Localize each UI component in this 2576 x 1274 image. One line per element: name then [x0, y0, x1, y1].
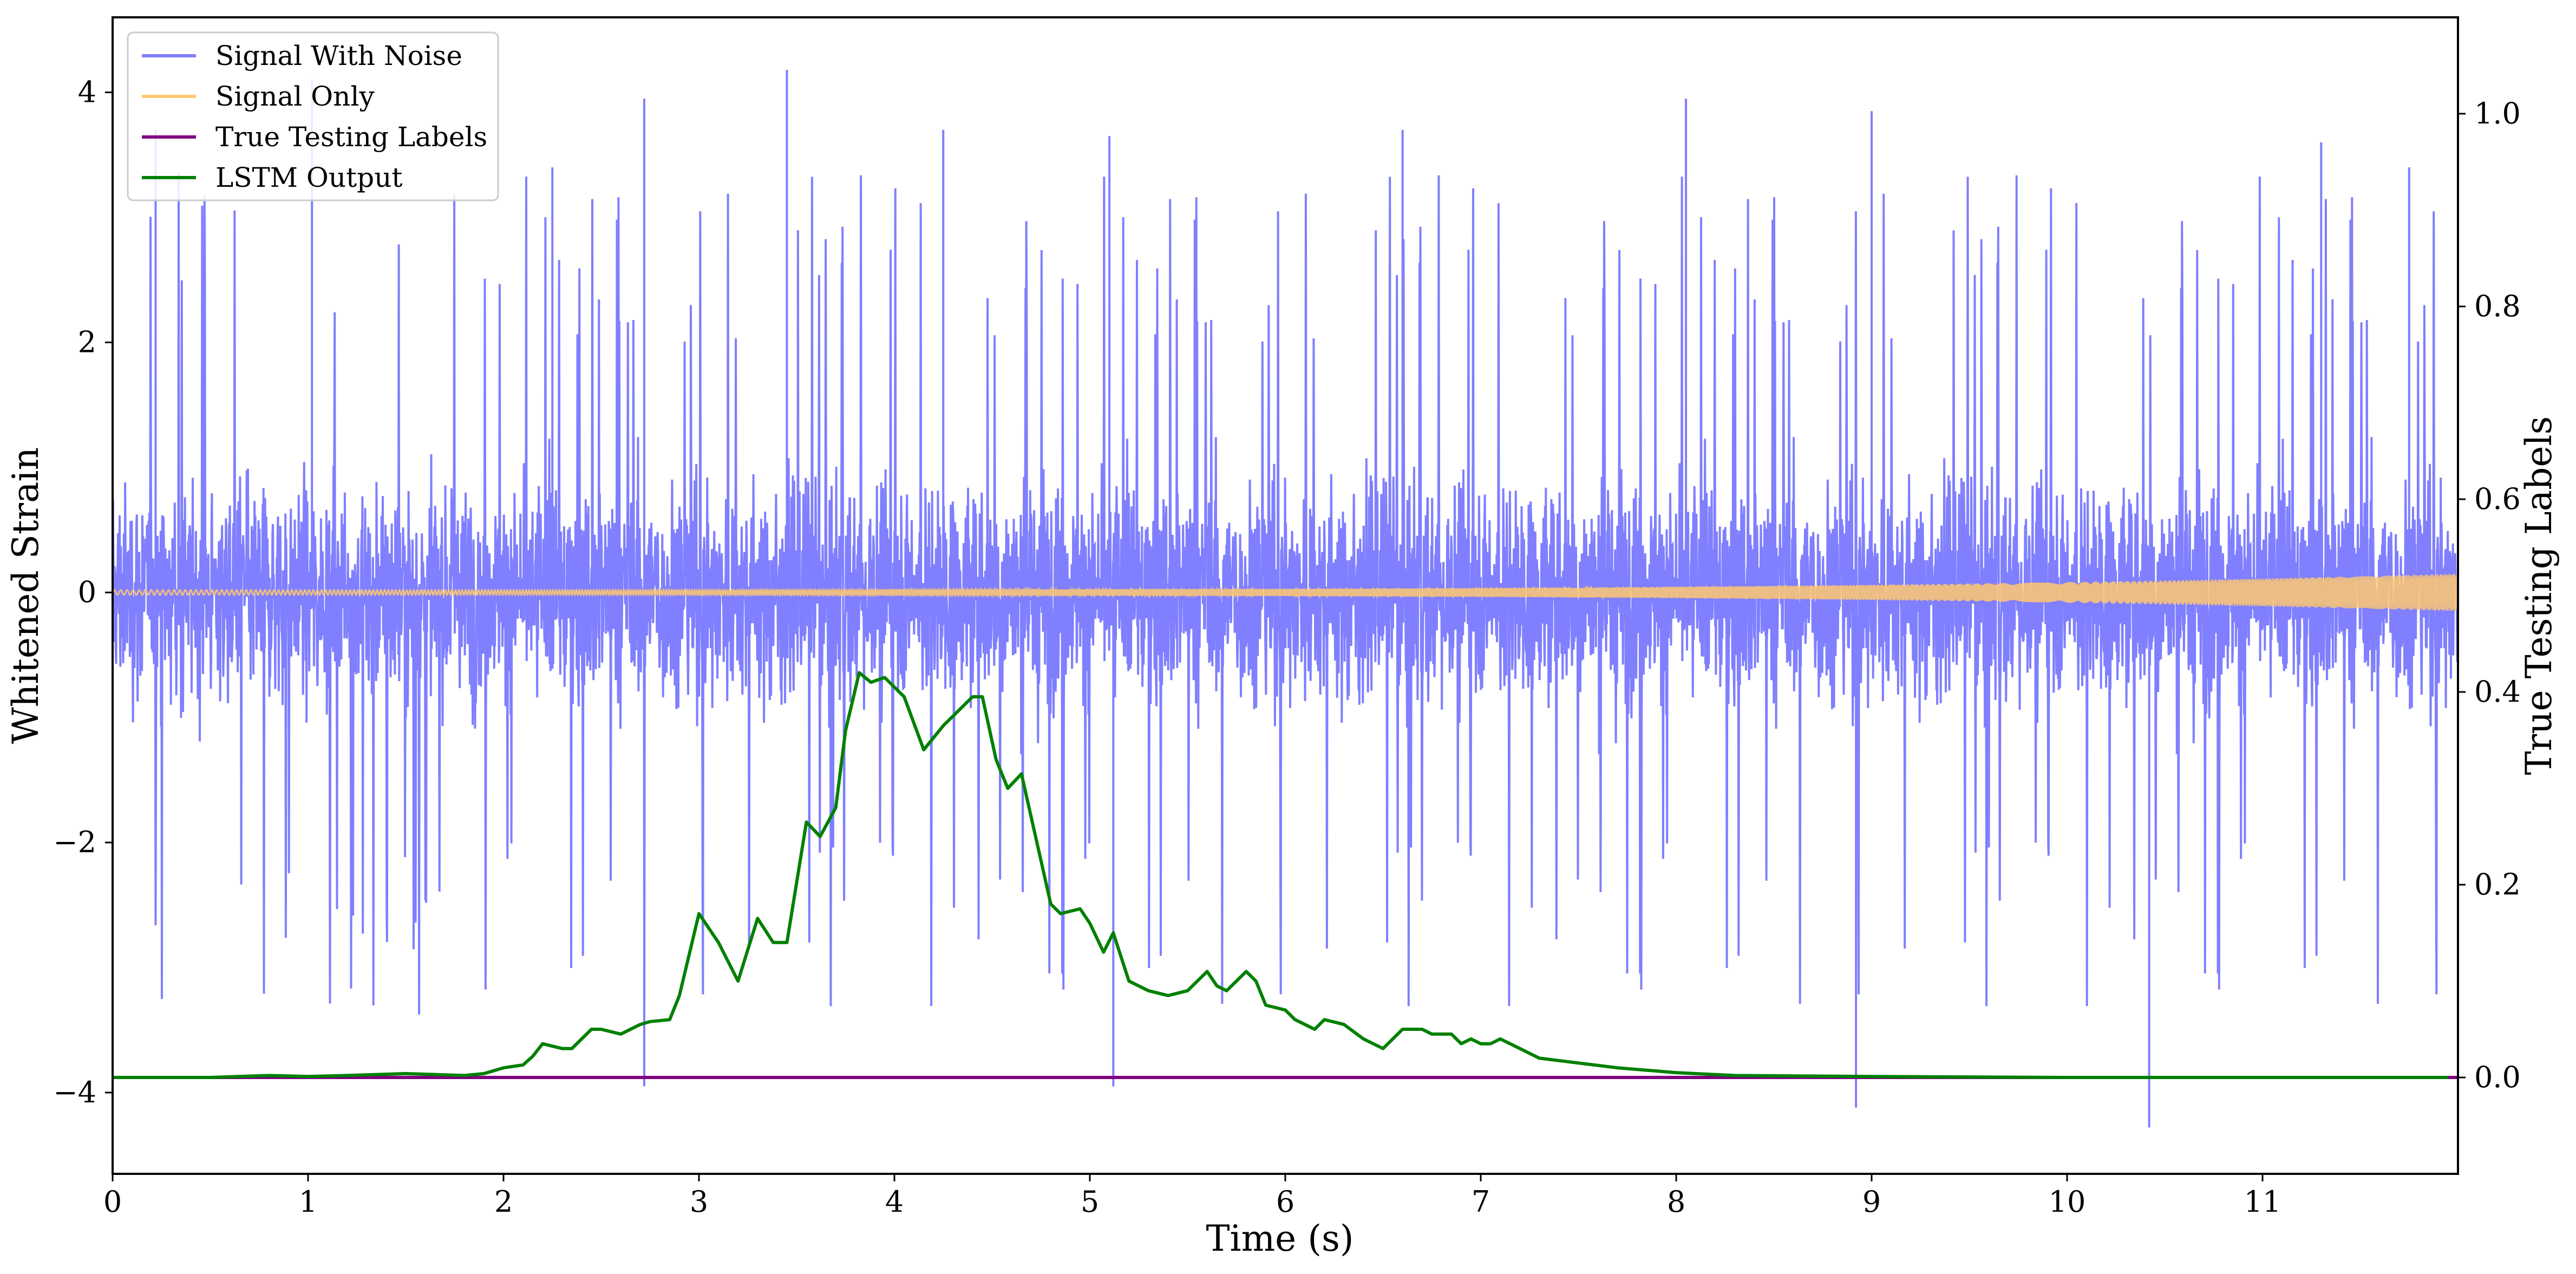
y-left-tick-label-2: 0 [78, 575, 96, 609]
lstm-output-line [113, 671, 2448, 1079]
legend-label-signal-only: Signal Only [215, 81, 375, 112]
axes-layer: 0 1 2 3 4 5 6 7 8 9 10 11 4 2 0 −2 −4 1.0 0.8 0.6 0.4 0.2 0.0 [53, 75, 2521, 1219]
y-right-tick-label-5: 0.0 [2474, 1060, 2521, 1094]
y-left-tick-label-4: −4 [53, 1075, 96, 1109]
x-tick-label-5: 5 [1081, 1185, 1099, 1219]
x-tick-label-0: 0 [103, 1185, 122, 1219]
y-right-tick-label-3: 0.4 [2474, 675, 2521, 709]
y-right-tick-label-1: 0.8 [2474, 289, 2521, 323]
y-right-tick-label-0: 1.0 [2474, 96, 2521, 130]
y-left-tick-label-3: −2 [53, 825, 96, 859]
x-tick-label-2: 2 [494, 1185, 513, 1219]
x-tick-label-7: 7 [1472, 1185, 1490, 1219]
x-tick-label-10: 10 [2049, 1185, 2086, 1219]
x-tick-label-9: 9 [1862, 1185, 1881, 1219]
legend-label-lstm-output: LSTM Output [215, 162, 402, 193]
left-y-axis-label: Whitened Strain [5, 447, 47, 744]
legend-box [127, 31, 499, 201]
x-tick-label-1: 1 [299, 1185, 317, 1219]
y-right-tick-label-2: 0.6 [2474, 482, 2521, 516]
legend-label-signal-with-noise: Signal With Noise [215, 40, 462, 71]
y-left-tick-label-1: 2 [78, 325, 96, 359]
y-left-tick-label-0: 4 [78, 75, 96, 109]
x-axis-label: Time (s) [1206, 1218, 1354, 1259]
signal-only-line [113, 573, 2458, 611]
x-tick-label-8: 8 [1667, 1185, 1685, 1219]
legend-label-true-testing-labels: True Testing Labels [215, 121, 487, 153]
plot-layer [113, 69, 2458, 1128]
x-tick-label-4: 4 [885, 1185, 904, 1219]
x-tick-label-11: 11 [2244, 1185, 2281, 1219]
legend: Signal With Noise Signal Only True Testing… [127, 31, 499, 201]
y-right-tick-label-4: 0.2 [2474, 867, 2521, 901]
right-y-axis-label: True Testing Labels [2518, 416, 2560, 775]
x-tick-label-3: 3 [690, 1185, 708, 1219]
x-tick-label-6: 6 [1276, 1185, 1294, 1219]
